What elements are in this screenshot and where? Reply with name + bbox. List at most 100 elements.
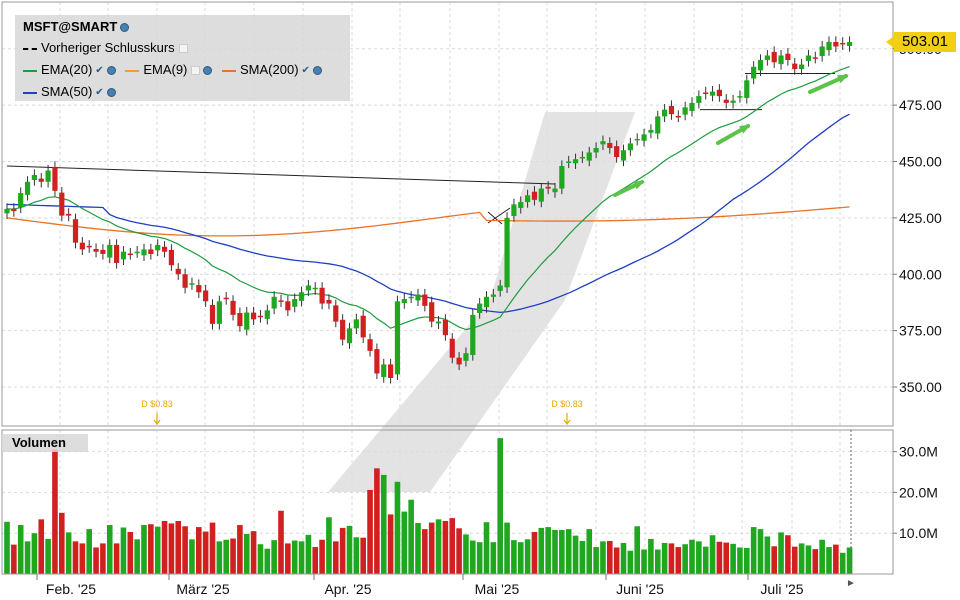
candle: [531, 191, 538, 200]
volume-bar: [771, 546, 777, 574]
settings-icon[interactable]: [203, 66, 213, 76]
candle: [730, 100, 736, 103]
volume-bar: [408, 499, 414, 574]
candle: [477, 303, 483, 314]
candle: [305, 285, 311, 291]
candle: [483, 296, 490, 308]
candle: [353, 319, 359, 329]
volume-bar: [182, 526, 188, 574]
volume-bar: [189, 539, 195, 574]
settings-icon[interactable]: [120, 23, 130, 33]
candle: [319, 287, 325, 304]
candle: [689, 102, 695, 111]
candle: [518, 202, 524, 208]
candle: [401, 299, 407, 304]
candle: [278, 300, 284, 302]
check-icon[interactable]: ✔: [95, 64, 104, 76]
candle: [463, 353, 469, 361]
check-icon[interactable]: ✔: [301, 64, 310, 76]
candle: [381, 364, 387, 378]
candle: [257, 315, 264, 318]
candle: [846, 41, 853, 47]
candle: [819, 46, 825, 56]
candle: [696, 96, 702, 103]
candle: [374, 349, 380, 374]
moving-averages: [6, 65, 850, 331]
trend-arrow-head: [837, 74, 849, 84]
candle: [799, 64, 805, 70]
volume-bar: [209, 522, 216, 574]
candle: [812, 57, 818, 59]
dividend-arrow-icon: [153, 413, 161, 425]
symbol-label: MSFT@SMART: [23, 19, 118, 34]
time-tick-label: Apr. '25: [324, 581, 371, 597]
volume-bar: [476, 542, 483, 574]
candle: [662, 109, 668, 117]
settings-icon[interactable]: [106, 88, 116, 98]
candle: [525, 195, 531, 203]
volume-bar: [586, 529, 593, 574]
volume-bar: [106, 525, 113, 574]
volume-label: Volumen: [2, 434, 88, 452]
volume-bar: [757, 529, 764, 574]
dashed-line-swatch: [23, 47, 37, 50]
candle: [79, 242, 85, 250]
candle: [442, 319, 448, 336]
visibility-checkbox[interactable]: [178, 44, 188, 54]
channel-band: [328, 300, 565, 492]
candle: [182, 274, 188, 288]
settings-icon[interactable]: [106, 66, 116, 76]
volume-bar: [360, 537, 366, 574]
candle: [333, 305, 339, 322]
volume-bar: [264, 548, 271, 574]
candle: [771, 51, 777, 63]
candle: [216, 301, 222, 324]
volume-bar: [38, 519, 45, 574]
candle: [682, 107, 688, 115]
visibility-checkbox[interactable]: [191, 66, 201, 76]
time-tick-label: Juli '25: [760, 581, 803, 597]
volume-bar: [846, 547, 853, 574]
candle: [196, 285, 202, 293]
volume-bar: [333, 541, 339, 574]
volume-bar: [202, 531, 209, 574]
candle: [751, 66, 757, 79]
volume-bar: [778, 532, 784, 574]
volume-bar: [148, 524, 154, 574]
candle: [175, 268, 181, 275]
sma200-line: [6, 206, 850, 237]
candle: [203, 290, 209, 302]
candle: [579, 156, 585, 159]
candle: [271, 296, 277, 309]
volume-bar: [668, 543, 675, 574]
scroll-right-icon[interactable]: ►: [846, 578, 856, 589]
candle: [72, 219, 79, 243]
price-tick-label: 425.00: [899, 210, 942, 226]
settings-icon[interactable]: [312, 66, 322, 76]
volume-bar: [572, 535, 579, 574]
volume-bar: [785, 535, 791, 574]
volume-bar: [744, 547, 750, 574]
candle: [422, 294, 428, 306]
volume-bar: [737, 547, 743, 574]
candle: [435, 321, 442, 324]
volume-bar: [113, 543, 120, 574]
candle: [388, 364, 394, 378]
volume-bar: [387, 514, 394, 574]
volume-bar: [4, 521, 10, 574]
candle: [38, 178, 44, 182]
candle: [127, 253, 133, 256]
candle: [168, 249, 174, 266]
candle: [18, 193, 24, 208]
volume-bar: [326, 517, 332, 574]
volume-bar: [593, 547, 599, 574]
candle: [792, 63, 798, 70]
volume-bar: [298, 541, 305, 574]
volume-bar: [826, 547, 832, 574]
volume-bar: [579, 540, 586, 574]
volume-bar: [278, 510, 284, 574]
candle: [538, 188, 544, 202]
check-icon[interactable]: ✔: [95, 86, 104, 98]
volume-bar: [654, 549, 661, 574]
volume-bar: [456, 528, 462, 574]
